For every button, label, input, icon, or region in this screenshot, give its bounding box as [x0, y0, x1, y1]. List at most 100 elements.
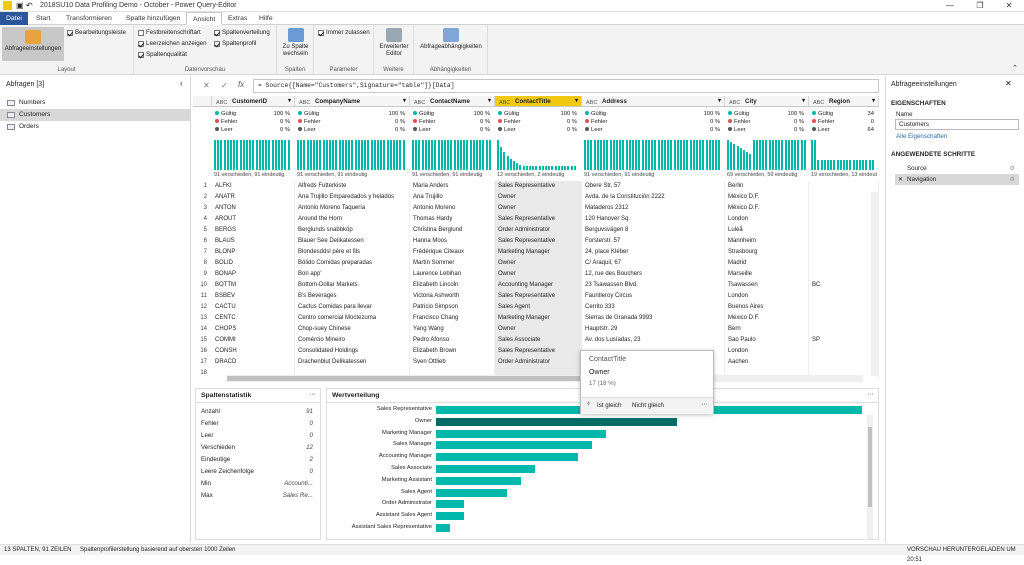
table-cell[interactable]	[809, 357, 879, 368]
table-cell[interactable]: Owner	[495, 192, 582, 203]
horizontal-scrollbar[interactable]	[227, 375, 863, 382]
column-distribution-chart-region[interactable]	[811, 138, 877, 170]
table-row[interactable]: 11 BSBEV B's Beverages Victoria Ashworth Sal…	[193, 291, 879, 302]
step-settings-icon[interactable]: ⚙	[1009, 176, 1015, 183]
tooltip-more-button[interactable]: ···	[701, 401, 708, 408]
table-row[interactable]: 4 AROUT Around the Horn Thomas Hardy Sales R…	[193, 214, 879, 225]
immer-zulassen-checkbox[interactable]: Immer zulassen	[318, 29, 370, 36]
festbreitenschriftart-checkbox[interactable]: Festbreitenschriftart	[138, 29, 201, 36]
table-cell[interactable]: 24, place Kléber	[582, 247, 725, 258]
table-cell[interactable]: Blauer See Delikatessen	[295, 236, 410, 247]
tab-spalte-hinzufuegen[interactable]: Spalte hinzufügen	[126, 15, 181, 22]
table-cell[interactable]: Mannheim	[725, 236, 809, 247]
vertical-scrollbar[interactable]	[871, 192, 878, 376]
table-row[interactable]: 12 CACTU Cactus Comidas para llevar Patrici…	[193, 302, 879, 313]
table-cell[interactable]	[809, 302, 879, 313]
table-cell[interactable]: DRACD	[212, 357, 295, 368]
table-row[interactable]: 10 BOTTM Bottom-Dollar Markets Elizabeth Li…	[193, 280, 879, 291]
step-settings-icon[interactable]: ⚙	[1009, 165, 1015, 172]
table-cell[interactable]: Blondesddsl père et fils	[295, 247, 410, 258]
table-cell[interactable]: Accounting Manager	[495, 280, 582, 291]
zu-spalte-wechseln-button[interactable]: Zu Spalte wechseln	[279, 28, 312, 58]
table-cell[interactable]	[809, 192, 879, 203]
table-cell[interactable]	[809, 346, 879, 357]
abfrageabhaengigkeiten-button[interactable]: Abfrageabhängigkeiten	[416, 28, 486, 51]
table-cell[interactable]: México D.F.	[725, 313, 809, 324]
table-cell[interactable]: Ana Trujillo Emparedados y helados	[295, 192, 410, 203]
type-abc-icon[interactable]: ABC	[813, 100, 825, 106]
table-cell[interactable]	[809, 291, 879, 302]
table-cell[interactable]: BLONP	[212, 247, 295, 258]
query-item-customers[interactable]: Customers	[0, 109, 190, 121]
table-cell[interactable]: C/ Araquil, 67	[582, 258, 725, 269]
table-cell[interactable]: BOTTM	[212, 280, 295, 291]
close-pane-icon[interactable]: ✕	[1005, 79, 1012, 88]
table-cell[interactable]: CHOPS	[212, 324, 295, 335]
table-cell[interactable]: 12, rue des Bouchers	[582, 269, 725, 280]
table-cell[interactable]: Order Administrator	[495, 225, 582, 236]
distribution-bar[interactable]	[436, 441, 593, 450]
table-cell[interactable]: CACTU	[212, 302, 295, 313]
table-row[interactable]: 3 ANTON Antonio Moreno Taquería Antonio Mor…	[193, 203, 879, 214]
table-cell[interactable]: Yang Wang	[410, 324, 495, 335]
table-cell[interactable]: Madrid	[725, 258, 809, 269]
table-cell[interactable]: Mataderos 2312	[582, 203, 725, 214]
table-cell[interactable]: Sales Representative	[495, 346, 582, 357]
table-row[interactable]: 13 CENTC Centro comercial Moctezuma Francis…	[193, 313, 879, 324]
distribution-bar[interactable]	[436, 500, 465, 509]
column-distribution-chart-city[interactable]	[727, 138, 807, 170]
table-cell[interactable]: Comércio Mineiro	[295, 335, 410, 346]
close-button[interactable]: ✕	[1005, 1, 1013, 10]
table-cell[interactable]	[582, 357, 725, 368]
table-cell[interactable]: Ana Trujillo	[410, 192, 495, 203]
column-header-address[interactable]: ABC Address ▾	[582, 96, 725, 107]
table-cell[interactable]	[809, 203, 879, 214]
column-distribution-chart-customerid[interactable]	[214, 138, 293, 170]
table-cell[interactable]: Victoria Ashworth	[410, 291, 495, 302]
table-row[interactable]: 9 BONAP Bon app' Laurence Lebihan Owner 12, r…	[193, 269, 879, 280]
table-cell[interactable]	[725, 368, 809, 379]
save-icon[interactable]: ▣	[16, 1, 24, 10]
table-cell[interactable]: Strasbourg	[725, 247, 809, 258]
table-cell[interactable]: Cactus Comidas para llevar	[295, 302, 410, 313]
table-cell[interactable]: B's Beverages	[295, 291, 410, 302]
table-cell[interactable]: Antonio Moreno Taquería	[295, 203, 410, 214]
minimize-button[interactable]: —	[946, 1, 954, 10]
table-cell[interactable]: Martín Sommer	[410, 258, 495, 269]
spaltenqualitaet-checkbox[interactable]: Spaltenqualität	[138, 51, 187, 58]
step-navigation[interactable]: ✕ Navigation ⚙	[895, 174, 1019, 185]
table-cell[interactable]: BSBEV	[212, 291, 295, 302]
table-cell[interactable]: CONSH	[212, 346, 295, 357]
table-cell[interactable]: Sao Paulo	[725, 335, 809, 346]
table-cell[interactable]: Sierras de Granada 9993	[582, 313, 725, 324]
distribution-bar[interactable]	[436, 429, 607, 438]
distribution-bar[interactable]	[436, 417, 678, 426]
more-options-icon[interactable]: ···	[309, 391, 316, 398]
table-cell[interactable]: Bottom-Dollar Markets	[295, 280, 410, 291]
table-cell[interactable]: Alfreds Futterkiste	[295, 181, 410, 192]
more-options-icon[interactable]: ···	[867, 391, 874, 398]
table-cell[interactable]: Bon app'	[295, 269, 410, 280]
distribution-bar[interactable]	[436, 476, 522, 485]
column-header-city[interactable]: ABC City ▾	[725, 96, 809, 107]
table-cell[interactable]: Pedro Afonso	[410, 335, 495, 346]
table-cell[interactable]	[809, 214, 879, 225]
type-abc-icon[interactable]: ABC	[499, 100, 511, 106]
table-cell[interactable]: Owner	[495, 258, 582, 269]
table-cell[interactable]: Patricio Simpson	[410, 302, 495, 313]
table-cell[interactable]: Marketing Manager	[495, 313, 582, 324]
table-cell[interactable]: Berlin	[725, 181, 809, 192]
table-cell[interactable]: ANTON	[212, 203, 295, 214]
table-cell[interactable]: ALFKI	[212, 181, 295, 192]
leerzeichen-checkbox[interactable]: Leerzeichen anzeigen	[138, 40, 207, 47]
table-cell[interactable]: Consolidated Holdings	[295, 346, 410, 357]
table-cell[interactable]: AROUT	[212, 214, 295, 225]
table-cell[interactable]: COMMI	[212, 335, 295, 346]
table-cell[interactable]: Order Administrator	[495, 357, 582, 368]
table-cell[interactable]	[809, 247, 879, 258]
table-cell[interactable]: Hauptstr. 29	[582, 324, 725, 335]
table-cell[interactable]: Marketing Manager	[495, 247, 582, 258]
table-cell[interactable]: Avda. de la Constitución 2222	[582, 192, 725, 203]
bearbeitungsleiste-checkbox[interactable]: Bearbeitungsleiste	[67, 29, 126, 36]
filter-dropdown-icon[interactable]: ▾	[574, 98, 578, 104]
